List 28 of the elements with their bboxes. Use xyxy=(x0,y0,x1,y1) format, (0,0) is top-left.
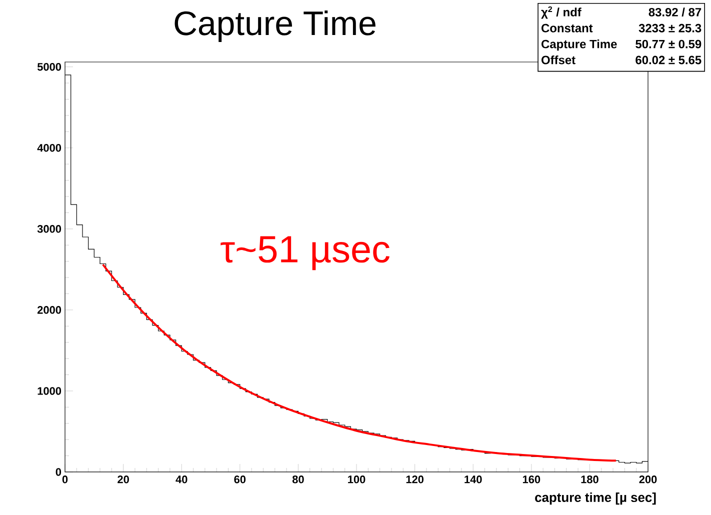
x-tick-label: 0 xyxy=(62,476,68,484)
y-tick-label: 2000 xyxy=(37,306,62,314)
x-tick-label: 200 xyxy=(639,476,657,484)
text: Constant xyxy=(542,24,593,32)
y-tick-label: 5000 xyxy=(37,62,62,71)
x-tick-label: 120 xyxy=(406,476,424,484)
text: 3233 ± 25.3 xyxy=(638,24,702,32)
x-tick-label: 140 xyxy=(464,476,482,484)
text: 50.77 ± 0.59 xyxy=(636,40,702,48)
chart-title: Capture Time xyxy=(174,10,376,42)
annotation: τ~51 µsec xyxy=(220,236,390,270)
y-tick-label: 0 xyxy=(56,468,62,476)
x-axis-title: capture time [µ sec] xyxy=(535,492,656,505)
text: χ$^{2}$ / ndf xyxy=(541,6,582,19)
x-tick-label: 160 xyxy=(522,476,540,484)
annotation: Offset xyxy=(542,55,576,64)
y-tick-label: 1000 xyxy=(38,387,62,395)
x-tick-label: 60 xyxy=(234,476,246,484)
text: 83.92 / 87 xyxy=(648,8,702,17)
text: Capture Time xyxy=(542,40,617,51)
x-tick-label: 20 xyxy=(118,476,129,484)
annotation: 60.02 ± 5.65 xyxy=(636,56,702,64)
x-tick-label: 80 xyxy=(292,476,304,484)
x-tick-label: 40 xyxy=(176,476,188,484)
y-tick-label: 4000 xyxy=(37,144,62,152)
x-tick-label: 100 xyxy=(348,476,366,484)
x-tick-label: 180 xyxy=(581,476,598,484)
y-tick-label: 3000 xyxy=(37,225,62,233)
